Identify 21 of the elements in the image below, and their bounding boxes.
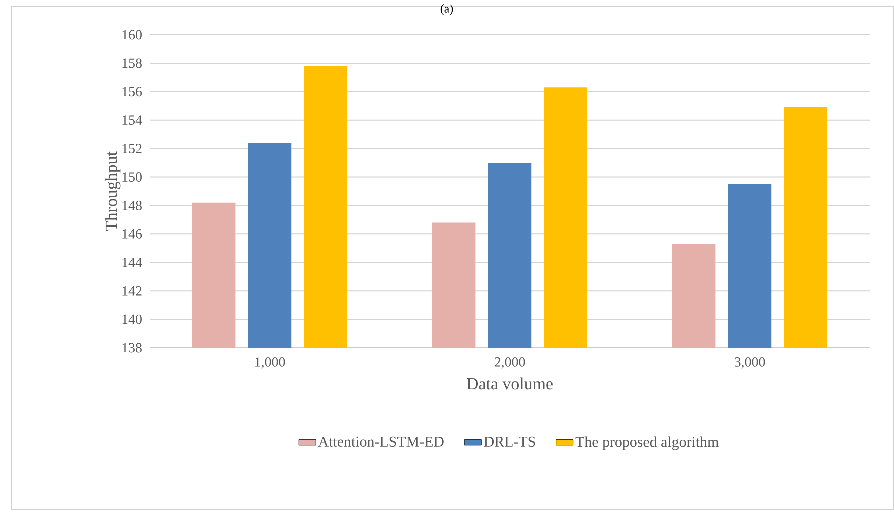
x-tick-label: 2,000 [494, 358, 526, 369]
y-tick-label: 160 [122, 30, 142, 40]
y-tick-label: 138 [122, 343, 142, 353]
chart-title: (a) [440, 4, 454, 16]
y-tick-label: 158 [122, 58, 142, 68]
y-tick-label: 152 [122, 144, 142, 154]
y-tick-label: 140 [122, 314, 142, 324]
y-axis-title: Throughput [105, 152, 121, 232]
legend-label: DRL-TS [484, 436, 536, 447]
y-tick-label: 142 [122, 286, 142, 296]
x-tick-label: 3,000 [734, 358, 766, 369]
y-tick-label: 148 [122, 201, 142, 210]
y-tick-label: 150 [122, 172, 142, 182]
y-tick-label: 156 [122, 87, 142, 97]
x-axis-title: Data volume [466, 378, 553, 390]
y-tick-label: 154 [122, 116, 142, 126]
legend-label: Attention-LSTM-ED [318, 436, 444, 447]
y-tick-label: 146 [122, 229, 142, 239]
legend-label: The proposed algorithm [576, 436, 719, 450]
y-tick-label: 144 [122, 258, 142, 268]
x-tick-label: 1,000 [256, 358, 286, 369]
